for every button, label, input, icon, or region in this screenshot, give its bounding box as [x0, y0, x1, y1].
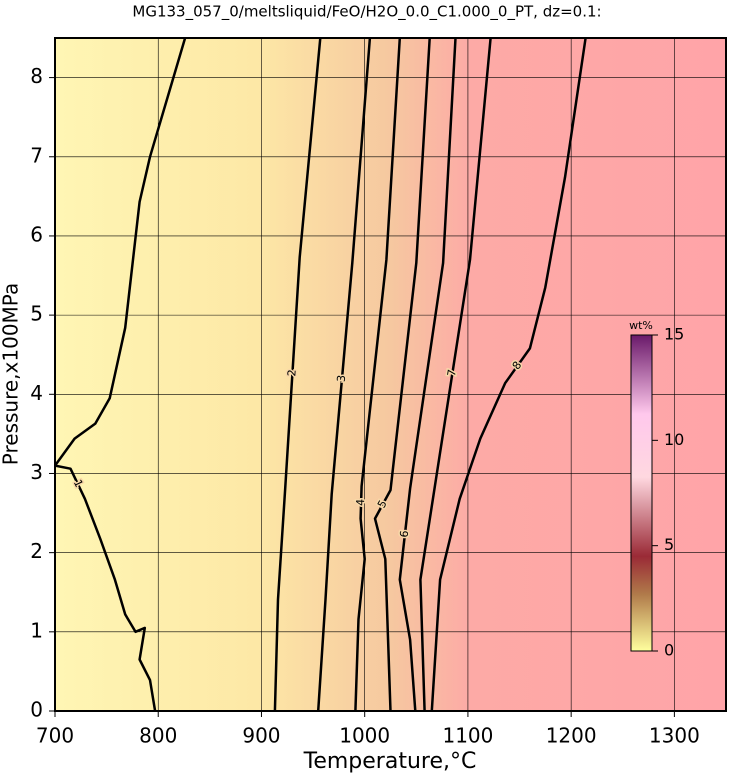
- contour-label: 7: [445, 368, 459, 377]
- chart-title: MG133_057_0/meltsliquid/FeO/H2O_0.0_C1.0…: [132, 3, 601, 22]
- contour-label: 2: [285, 369, 298, 377]
- contour-label: 3: [335, 374, 349, 382]
- y-axis-label: Pressure,x100MPa: [0, 283, 23, 465]
- colorbar-tick-label: 0: [664, 641, 674, 660]
- y-tick-label: 6: [30, 222, 43, 246]
- contour-line: [316, 38, 372, 711]
- contour-label: 4: [354, 499, 367, 506]
- colorbar-tick-label: 5: [664, 535, 674, 554]
- y-tick-label: 4: [30, 381, 43, 405]
- x-tick-label: 1000: [339, 724, 390, 748]
- x-tick-label: 1300: [649, 724, 700, 748]
- contour-line: [430, 38, 587, 711]
- contour-line: [55, 38, 187, 711]
- y-tick-label: 0: [30, 698, 43, 722]
- colorbar-tick-label: 10: [664, 430, 684, 449]
- y-tick-label: 8: [30, 64, 43, 88]
- contour-line: [419, 38, 492, 711]
- x-axis-label: Temperature,°C: [303, 749, 477, 774]
- x-tick-label: 1200: [546, 724, 597, 748]
- y-tick-label: 3: [30, 460, 43, 484]
- colorbar: [630, 334, 653, 652]
- colorbar-tick-label: 15: [664, 325, 684, 344]
- x-tick-label: 700: [36, 724, 74, 748]
- y-tick-label: 1: [30, 618, 43, 642]
- y-tick-label: 7: [30, 143, 43, 167]
- x-tick-label: 800: [139, 724, 177, 748]
- x-tick-label: 1100: [442, 724, 493, 748]
- x-tick-label: 900: [242, 724, 280, 748]
- y-tick-label: 5: [30, 302, 43, 326]
- y-tick-label: 2: [30, 539, 43, 563]
- colorbar-label: wt%: [629, 319, 653, 332]
- contour-line: [398, 38, 457, 711]
- contour-line: [273, 38, 322, 711]
- plot-frame: [54, 37, 727, 712]
- contour-label: 6: [398, 530, 412, 538]
- contour-line: [373, 38, 431, 711]
- plot-background: [55, 38, 726, 711]
- contour-line: [354, 38, 402, 711]
